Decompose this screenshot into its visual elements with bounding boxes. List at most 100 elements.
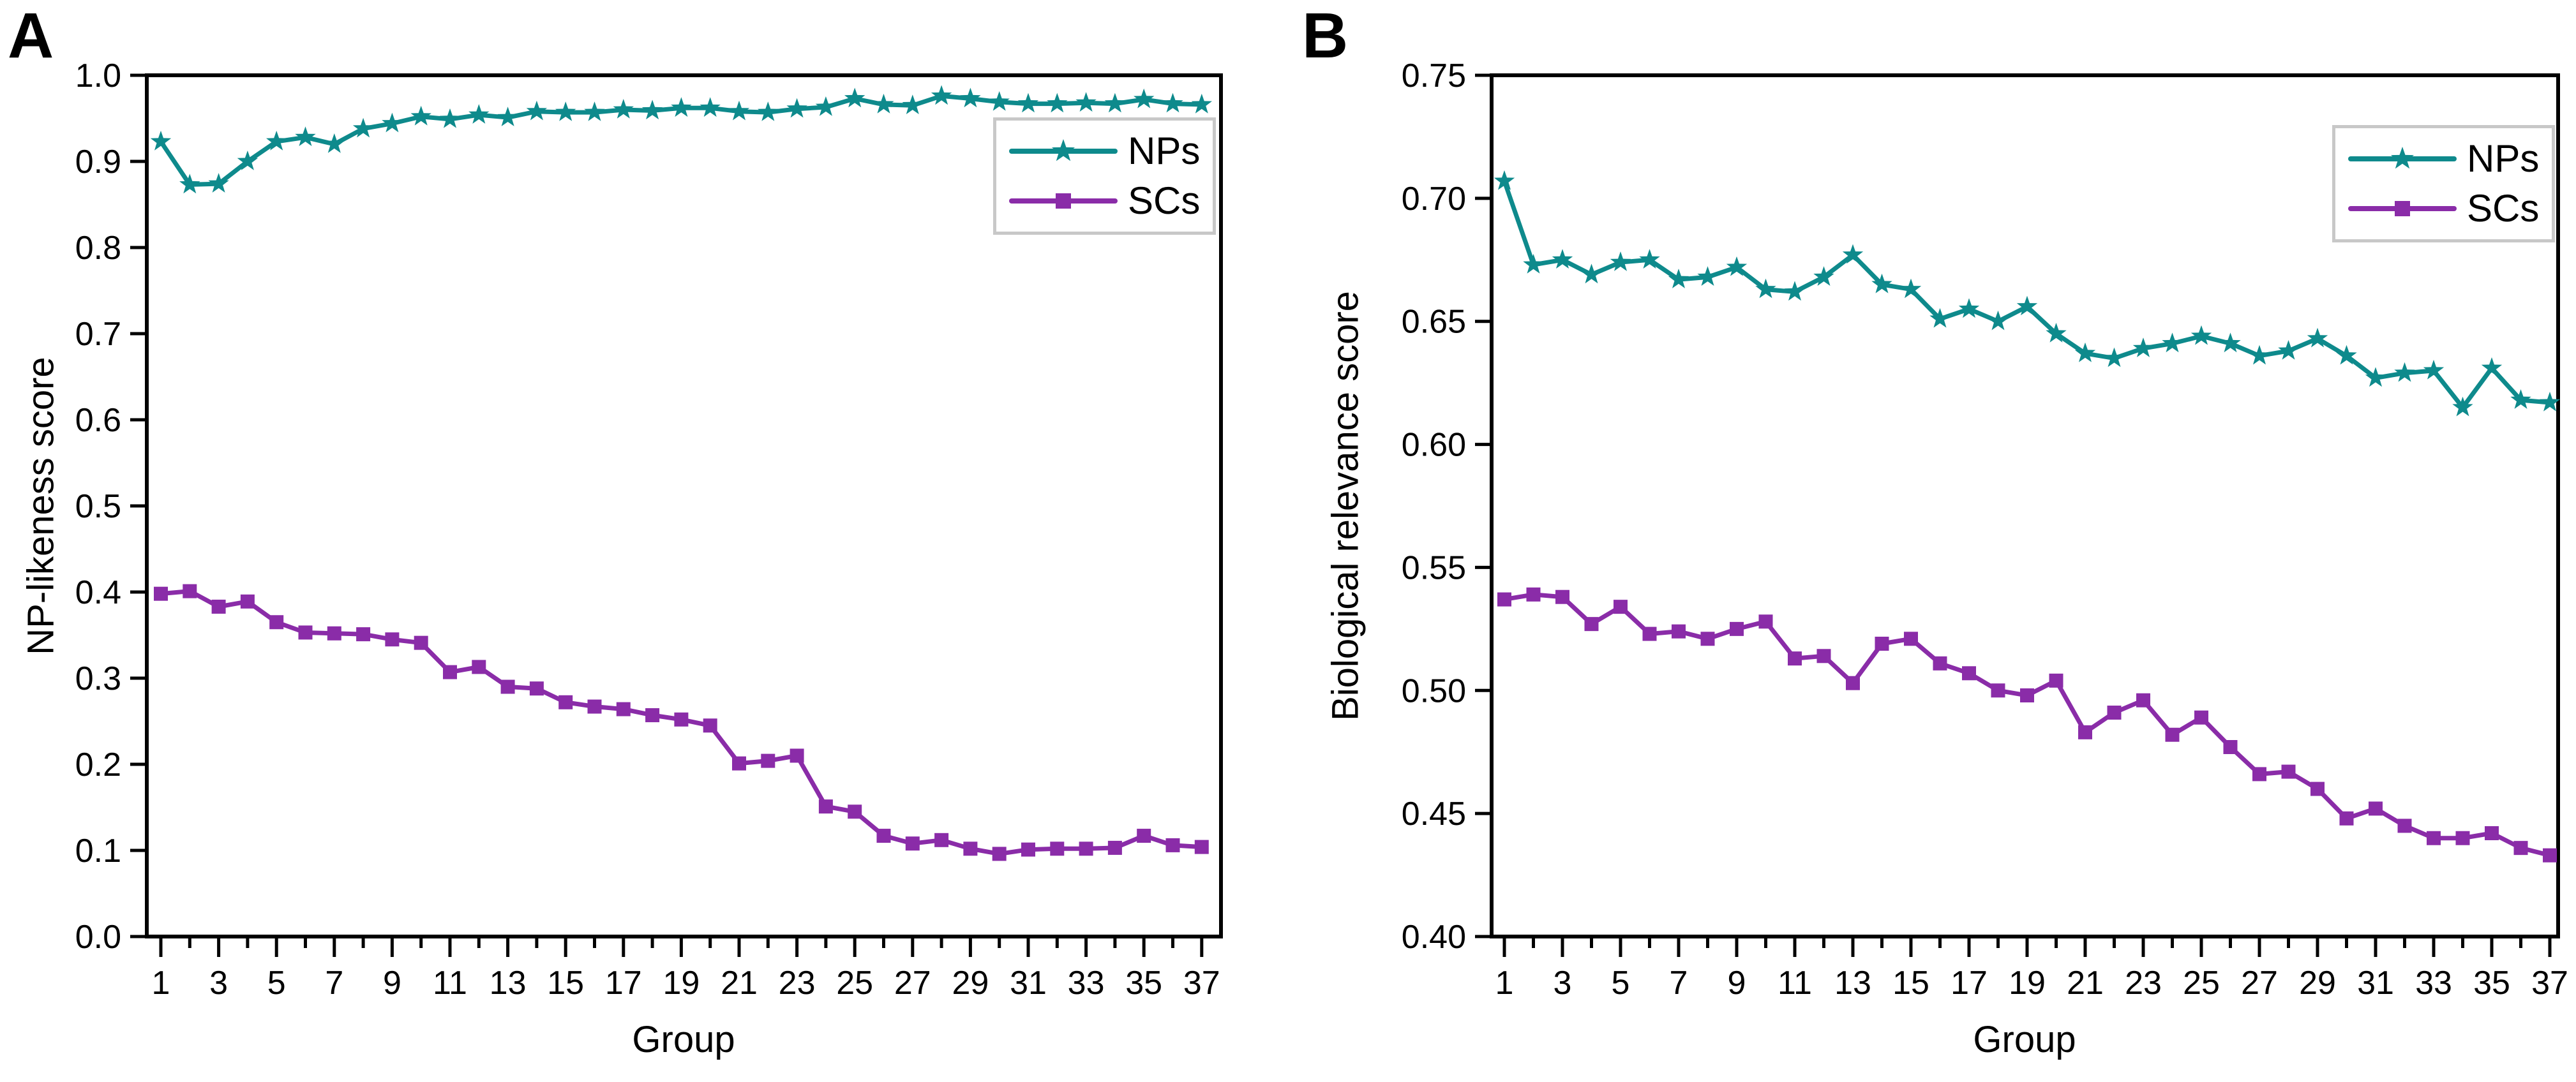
- panel-a-nps-star-marker: [700, 97, 721, 117]
- panel-b-scs-square-marker: [2078, 725, 2092, 739]
- panel-a-nps-star-marker: [815, 96, 837, 116]
- panel-b-legend-entry-scs: SCs: [2348, 184, 2539, 233]
- star-line-sample-icon: [2348, 147, 2457, 169]
- panel-a-y-tick-label: 0.9: [75, 144, 121, 181]
- panel-a-x-tick-label: 27: [894, 965, 931, 1002]
- panel-b-nps-star-marker: [2452, 396, 2473, 417]
- panel-b-scs-square-marker: [1555, 589, 1569, 604]
- panel-a-scs-square-marker: [443, 665, 457, 679]
- panel-a-x-tick-label: 11: [433, 965, 467, 1002]
- panel-a-scs-square-marker: [963, 841, 978, 856]
- panel-b-y-tick-label: 0.50: [1402, 672, 1466, 709]
- panel-a-nps-star-marker: [989, 91, 1010, 111]
- panel-b-legend-entry-nps: NPs: [2348, 135, 2539, 183]
- panel-b-nps-star-marker: [1610, 251, 1631, 271]
- panel-a-nps-star-marker: [1047, 93, 1068, 113]
- panel-b-nps-star-marker: [2162, 332, 2183, 353]
- panel-b-nps-star-marker: [1813, 266, 1834, 286]
- panel-a-x-tick-label: 29: [952, 965, 989, 1002]
- panel-a-nps-star-marker: [931, 85, 952, 105]
- panel-b-nps-star-marker: [2220, 332, 2241, 353]
- panel-b-y-tick-label: 0.75: [1402, 57, 1466, 94]
- panel-b-x-tick-label: 5: [1612, 965, 1630, 1002]
- panel-a-nps-star-marker: [1104, 93, 1126, 113]
- panel-a-nps-star-marker: [1162, 93, 1183, 113]
- panel-b-scs-square-marker: [2049, 673, 2063, 688]
- panel-b-nps-star-marker: [2249, 345, 2270, 365]
- panel-b-x-tick-label: 21: [2067, 965, 2104, 1002]
- panel-a-nps-star-marker: [671, 97, 692, 117]
- panel-b-x-tick-label: 1: [1495, 965, 1514, 1002]
- panel-b-y-tick-label: 0.40: [1402, 919, 1466, 956]
- panel-b-nps-star-marker: [2365, 367, 2386, 387]
- panel-b-scs-square-marker: [1730, 621, 1744, 636]
- panel-a-legend-entry-nps: NPs: [1009, 127, 1200, 175]
- panel-b-nps-star-marker: [2481, 357, 2503, 377]
- panel-b-nps-star-marker: [2423, 359, 2445, 380]
- panel-b-x-tick-label: 15: [1892, 965, 1929, 1002]
- panel-b-nps-star-marker: [2074, 342, 2096, 362]
- panel-a-nps-star-marker: [728, 100, 750, 121]
- panel-b-scs-square-marker: [2455, 831, 2470, 845]
- panel-a-y-tick-label: 0.5: [75, 488, 121, 525]
- panel-b-plot: 0.750.700.650.600.550.500.450.401 3 5 7 9 11 1…: [1402, 57, 2568, 1002]
- panel-b-scs-square-marker: [2020, 688, 2034, 702]
- panel-a-legend-label-scs: SCs: [1128, 179, 1201, 222]
- panel-a-nps-star-marker: [844, 87, 865, 108]
- panel-b-scs-square-marker: [1526, 587, 1541, 602]
- panel-b-y-tick-label: 0.65: [1402, 304, 1466, 341]
- panel-a-scs-square-marker: [848, 804, 862, 819]
- panel-a-x-tick-label: 33: [1068, 965, 1105, 1002]
- panel-b-nps-star-marker: [2016, 295, 2038, 316]
- panel-b-legend-label-scs: SCs: [2467, 187, 2540, 230]
- panel-a-x-axis-title: Group: [632, 1019, 735, 1060]
- panel-a-scs-square-marker: [1079, 841, 1093, 856]
- panel-b-x-tick-label: 13: [1834, 965, 1871, 1002]
- panel-a-y-tick-label: 0.1: [75, 833, 121, 870]
- panel-a-scs-square-marker: [1194, 840, 1209, 854]
- panel-b-x-tick-label: 11: [1778, 965, 1812, 1002]
- panel-a-x-tick-label: 21: [721, 965, 758, 1002]
- panel-b-nps-star-marker: [2190, 325, 2212, 345]
- panel-b-scs-square-marker: [1933, 656, 1947, 671]
- panel-b-scs-square-marker: [2252, 767, 2266, 782]
- panel-a-nps-star-marker: [382, 112, 403, 133]
- panel-a-scs-square-marker: [472, 660, 486, 674]
- panel-b-x-tick-label: 31: [2357, 965, 2394, 1002]
- panel-a-nps-star-marker: [208, 173, 229, 193]
- panel-a-nps-star-marker: [266, 130, 287, 151]
- panel-b-nps-star-marker: [1668, 269, 1689, 288]
- panel-b-nps-star-marker: [2278, 340, 2299, 360]
- panel-b-y-tick-label: 0.60: [1402, 427, 1466, 464]
- panel-b-nps-star-marker: [2046, 323, 2067, 343]
- panel-b-scs-square-marker: [1758, 614, 1773, 629]
- panel-b-scs-square-marker: [2397, 819, 2412, 833]
- panel-b-nps-star-marker: [2104, 347, 2125, 367]
- square-line-sample-icon: [2348, 201, 2457, 216]
- panel-a-nps-star-marker: [1017, 93, 1039, 113]
- panel-b-x-tick-label: 29: [2299, 965, 2336, 1002]
- panel-a-nps-star-marker: [1191, 93, 1212, 114]
- panel-b-scs-square-marker: [1788, 651, 1802, 666]
- panel-b-nps-star-marker: [1494, 170, 1515, 190]
- panel-b-nps-star-marker: [1755, 278, 1776, 299]
- panel-a-scs-square-marker: [327, 626, 341, 641]
- panel-b-nps-star-marker: [1842, 244, 1864, 264]
- panel-b-nps-star-marker: [1726, 256, 1748, 276]
- panel-a-scs-square-marker: [154, 586, 168, 601]
- panel-b-nps-star-marker: [1871, 273, 1892, 293]
- panel-b-nps-star-marker: [2307, 327, 2328, 348]
- panel-a-nps-star-marker: [555, 101, 576, 121]
- panel-a-scs-square-marker: [1137, 829, 1151, 843]
- panel-a-nps-star-marker: [526, 100, 548, 121]
- panel-a-y-tick-label: 0.0: [75, 919, 121, 956]
- panel-a-y-tick-label: 0.2: [75, 746, 121, 783]
- panel-a-scs-square-marker: [240, 594, 255, 609]
- panel-a-scs-square-marker: [1165, 838, 1180, 852]
- panel-a-scs-square-marker: [414, 635, 428, 650]
- panel-b-legend: NPs SCs: [2332, 125, 2556, 242]
- panel-a-scs-square-marker: [529, 681, 544, 696]
- panel-b-x-tick-label: 7: [1670, 965, 1688, 1002]
- panel-b-scs-square-marker: [1497, 592, 1511, 607]
- panel-a-scs-square-marker: [1021, 842, 1035, 857]
